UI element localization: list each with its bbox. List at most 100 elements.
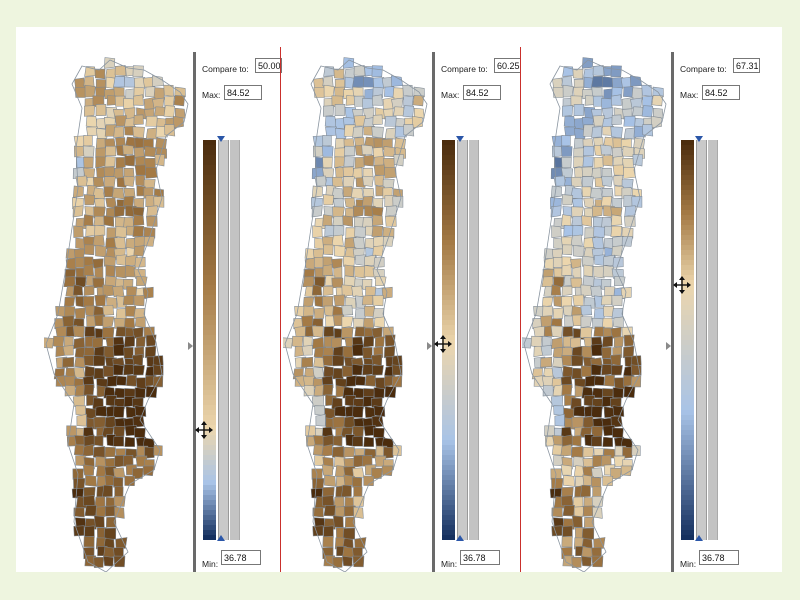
municipality-region bbox=[385, 205, 397, 217]
municipality-region bbox=[540, 315, 553, 328]
scale-segment bbox=[442, 200, 455, 206]
country-outline bbox=[284, 59, 428, 572]
municipality-region bbox=[561, 194, 574, 206]
scroll-track[interactable] bbox=[230, 140, 240, 540]
municipality-region bbox=[564, 126, 576, 137]
max-value-field[interactable]: 84.52 bbox=[224, 85, 262, 100]
scroll-track[interactable] bbox=[708, 140, 718, 540]
scale-segment bbox=[442, 525, 455, 531]
municipality-region bbox=[544, 425, 555, 437]
scale-segment bbox=[203, 240, 216, 246]
municipality-region bbox=[145, 115, 158, 127]
municipality-region bbox=[135, 174, 146, 187]
scale-segment bbox=[442, 160, 455, 166]
scale-segment bbox=[681, 240, 694, 246]
municipality-region bbox=[542, 385, 554, 397]
municipality-region bbox=[63, 276, 76, 288]
min-value-field[interactable]: 36.78 bbox=[699, 550, 739, 565]
municipality-region bbox=[560, 145, 573, 157]
min-value-field[interactable]: 36.78 bbox=[460, 550, 500, 565]
panel-toggle-icon[interactable] bbox=[188, 342, 193, 350]
municipality-region bbox=[323, 505, 336, 517]
compare-value-field[interactable]: 67.31 bbox=[733, 58, 760, 73]
municipality-region bbox=[602, 317, 613, 329]
municipality-region bbox=[301, 315, 314, 328]
scale-segment bbox=[203, 485, 216, 491]
municipality-region bbox=[561, 135, 571, 147]
municipality-region bbox=[73, 477, 86, 490]
scroll-track[interactable] bbox=[469, 140, 479, 540]
scale-segment bbox=[442, 485, 455, 491]
municipality-region bbox=[123, 347, 134, 359]
scale-segment bbox=[681, 270, 694, 276]
municipality-region bbox=[73, 225, 84, 238]
municipality-region bbox=[74, 307, 86, 320]
max-value-field[interactable]: 84.52 bbox=[463, 85, 501, 100]
max-handle-icon[interactable] bbox=[456, 136, 464, 142]
municipality-region bbox=[650, 115, 662, 129]
scale-segment bbox=[203, 510, 216, 516]
scale-segment bbox=[681, 215, 694, 221]
municipality-region bbox=[331, 277, 344, 289]
municipality-region bbox=[570, 187, 583, 200]
min-handle-icon[interactable] bbox=[456, 535, 464, 541]
municipality-region bbox=[533, 325, 546, 338]
min-handle-icon[interactable] bbox=[695, 535, 703, 541]
municipality-region bbox=[570, 176, 583, 188]
municipality-region bbox=[115, 157, 126, 170]
scale-segment bbox=[442, 460, 455, 466]
range-slider-track[interactable] bbox=[696, 140, 707, 540]
scale-segment bbox=[681, 520, 694, 526]
scale-segment bbox=[442, 275, 455, 281]
min-handle-icon[interactable] bbox=[217, 535, 225, 541]
panel-toggle-icon[interactable] bbox=[427, 342, 432, 350]
scale-segment bbox=[681, 415, 694, 421]
scale-segment bbox=[203, 310, 216, 316]
scale-segment bbox=[442, 325, 455, 331]
municipality-region bbox=[313, 307, 325, 320]
scale-segment bbox=[442, 405, 455, 411]
municipality-region bbox=[353, 486, 363, 498]
scale-segment bbox=[203, 250, 216, 256]
compare-slider-handle[interactable] bbox=[434, 335, 452, 358]
municipality-region bbox=[530, 335, 543, 348]
max-handle-icon[interactable] bbox=[217, 136, 225, 142]
max-value-field[interactable]: 84.52 bbox=[702, 85, 740, 100]
municipality-region bbox=[560, 444, 572, 457]
scale-segment bbox=[442, 510, 455, 516]
municipality-region bbox=[322, 214, 333, 227]
municipality-region bbox=[106, 375, 118, 387]
scale-segment bbox=[681, 435, 694, 441]
scale-segment bbox=[681, 430, 694, 436]
range-slider-track[interactable] bbox=[457, 140, 468, 540]
municipality-region bbox=[353, 266, 366, 279]
compare-value-field[interactable]: 60.25 bbox=[494, 58, 521, 73]
municipality-region bbox=[624, 215, 636, 227]
municipality-region bbox=[562, 84, 574, 98]
panel-toggle-icon[interactable] bbox=[666, 342, 671, 350]
municipality-region bbox=[102, 326, 115, 339]
municipality-region bbox=[322, 135, 332, 147]
compare-slider-handle[interactable] bbox=[673, 276, 691, 299]
municipality-region bbox=[609, 354, 622, 367]
municipality-region bbox=[381, 465, 394, 476]
municipality-region bbox=[344, 264, 355, 277]
municipality-region bbox=[571, 355, 584, 367]
municipality-region bbox=[103, 527, 117, 540]
municipality-region bbox=[571, 416, 584, 429]
max-handle-icon[interactable] bbox=[695, 136, 703, 142]
range-slider-track[interactable] bbox=[218, 140, 229, 540]
municipality-region bbox=[131, 354, 144, 367]
municipality-region bbox=[561, 296, 573, 308]
scale-segment bbox=[681, 230, 694, 236]
scale-segment bbox=[442, 435, 455, 441]
scale-segment bbox=[442, 280, 455, 286]
scale-segment bbox=[203, 155, 216, 161]
min-value-field[interactable]: 36.78 bbox=[221, 550, 261, 565]
move-cursor-icon bbox=[195, 421, 213, 440]
municipality-region bbox=[323, 244, 334, 256]
municipality-region bbox=[332, 435, 343, 447]
municipality-region bbox=[331, 234, 344, 247]
compare-value-field[interactable]: 50.00 bbox=[255, 58, 282, 73]
compare-slider-handle[interactable] bbox=[195, 421, 213, 444]
